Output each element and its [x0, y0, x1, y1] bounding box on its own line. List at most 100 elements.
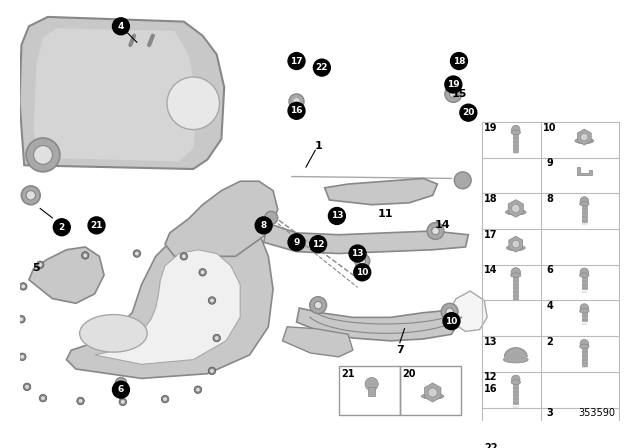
Circle shape: [215, 336, 219, 340]
Circle shape: [26, 190, 35, 200]
Polygon shape: [20, 17, 224, 169]
Text: 4: 4: [118, 22, 124, 31]
Circle shape: [445, 76, 462, 93]
Polygon shape: [324, 178, 437, 205]
Polygon shape: [577, 167, 592, 175]
Text: 15: 15: [451, 89, 467, 99]
Text: 20: 20: [403, 369, 416, 379]
Text: 16: 16: [484, 384, 498, 394]
Circle shape: [79, 399, 83, 403]
Circle shape: [451, 52, 467, 69]
Polygon shape: [296, 308, 459, 341]
Circle shape: [292, 98, 300, 105]
Circle shape: [580, 304, 589, 312]
Circle shape: [38, 263, 42, 267]
Circle shape: [511, 125, 520, 134]
Text: 9: 9: [293, 238, 300, 247]
Circle shape: [167, 77, 220, 129]
Text: 17: 17: [484, 230, 498, 240]
Circle shape: [20, 355, 24, 359]
Circle shape: [21, 284, 25, 288]
Circle shape: [288, 234, 305, 251]
Circle shape: [314, 302, 322, 309]
Circle shape: [427, 223, 444, 239]
Circle shape: [432, 227, 439, 235]
Circle shape: [119, 398, 127, 405]
Text: 20: 20: [462, 108, 474, 117]
Circle shape: [208, 297, 216, 304]
Polygon shape: [568, 425, 601, 434]
Circle shape: [288, 52, 305, 69]
Circle shape: [255, 217, 272, 234]
Text: 12: 12: [484, 371, 498, 382]
Circle shape: [460, 104, 477, 121]
Circle shape: [511, 375, 520, 383]
Polygon shape: [264, 224, 468, 254]
Circle shape: [213, 334, 220, 342]
Circle shape: [39, 394, 47, 402]
Text: 10: 10: [445, 317, 458, 326]
Circle shape: [449, 90, 457, 98]
Circle shape: [41, 396, 45, 400]
Text: 6: 6: [118, 385, 124, 394]
FancyBboxPatch shape: [582, 275, 587, 289]
FancyBboxPatch shape: [513, 275, 518, 299]
Ellipse shape: [511, 380, 520, 384]
Text: 16: 16: [291, 106, 303, 115]
Circle shape: [194, 386, 202, 393]
FancyBboxPatch shape: [582, 311, 587, 321]
Ellipse shape: [580, 273, 589, 277]
Circle shape: [264, 211, 278, 224]
Circle shape: [314, 59, 330, 76]
Circle shape: [20, 317, 23, 321]
Circle shape: [133, 250, 141, 257]
Ellipse shape: [506, 209, 526, 215]
Circle shape: [349, 245, 366, 262]
Text: 22: 22: [316, 63, 328, 72]
Circle shape: [580, 134, 588, 141]
Circle shape: [34, 146, 52, 164]
Circle shape: [121, 400, 125, 404]
Text: 17: 17: [290, 56, 303, 65]
Circle shape: [310, 236, 326, 253]
Circle shape: [115, 378, 127, 389]
Ellipse shape: [79, 314, 147, 352]
FancyBboxPatch shape: [582, 346, 587, 366]
Circle shape: [26, 138, 60, 172]
Circle shape: [328, 207, 346, 224]
Polygon shape: [95, 250, 240, 364]
Circle shape: [428, 388, 437, 397]
Polygon shape: [34, 28, 198, 162]
Ellipse shape: [511, 130, 520, 135]
Circle shape: [580, 197, 589, 205]
Circle shape: [88, 217, 105, 234]
Ellipse shape: [580, 344, 589, 349]
Text: 12: 12: [312, 240, 324, 249]
Text: 13: 13: [331, 211, 343, 220]
Circle shape: [18, 315, 25, 323]
Circle shape: [182, 254, 186, 258]
Text: 6: 6: [547, 265, 554, 276]
FancyBboxPatch shape: [582, 204, 587, 222]
Text: 2: 2: [59, 223, 65, 232]
Circle shape: [210, 299, 214, 302]
Circle shape: [83, 254, 87, 257]
Text: 2: 2: [547, 337, 554, 347]
Ellipse shape: [580, 309, 589, 313]
Circle shape: [441, 303, 458, 320]
Circle shape: [288, 102, 305, 119]
Text: 13: 13: [351, 249, 364, 258]
Text: 8: 8: [260, 221, 267, 230]
Ellipse shape: [421, 393, 444, 399]
Text: 19: 19: [447, 80, 460, 89]
Circle shape: [199, 268, 206, 276]
Circle shape: [113, 381, 129, 398]
Text: 18: 18: [484, 194, 498, 204]
Circle shape: [355, 254, 370, 268]
Circle shape: [359, 258, 365, 264]
Text: 8: 8: [547, 194, 554, 204]
Text: 1: 1: [314, 141, 322, 151]
Text: 4: 4: [547, 301, 554, 311]
Polygon shape: [310, 314, 461, 333]
Text: 21: 21: [341, 369, 355, 379]
